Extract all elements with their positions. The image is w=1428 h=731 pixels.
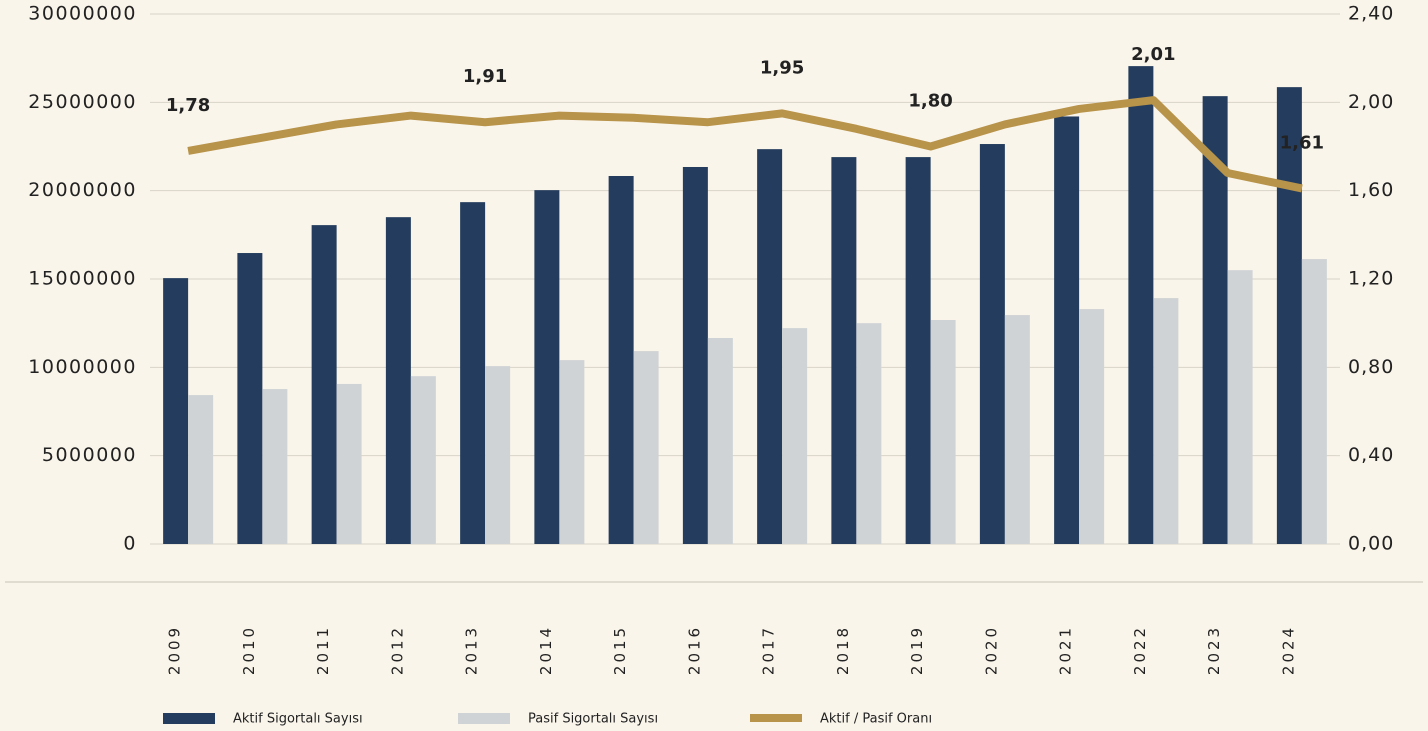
x-tick-label: 2013: [463, 625, 481, 675]
x-tick-label: 2010: [240, 625, 258, 675]
bar: [1004, 315, 1030, 544]
bar: [237, 253, 263, 544]
bar: [559, 360, 585, 544]
bar: [782, 328, 808, 544]
legend-swatch: [163, 713, 215, 724]
bar: [757, 149, 783, 544]
bar: [410, 376, 436, 544]
x-tick-label: 2017: [760, 625, 778, 675]
legend-swatch: [458, 713, 510, 724]
y-tick-label: 15000000: [28, 268, 137, 290]
x-tick-label: 2020: [982, 625, 1000, 675]
x-tick-label: 2023: [1205, 625, 1223, 675]
ratio-line: [187, 96, 1303, 193]
y-tick-label: 0: [123, 533, 137, 555]
value-label: 1,95: [760, 57, 804, 78]
value-label: 2,01: [1131, 44, 1175, 65]
y-tick-label: 10000000: [28, 356, 137, 378]
bar: [831, 157, 857, 544]
bar: [979, 144, 1005, 544]
y-tick-label: 30000000: [28, 3, 137, 25]
bar: [1301, 259, 1327, 544]
bar: [930, 319, 956, 544]
bar: [385, 217, 411, 544]
bar: [1079, 309, 1105, 544]
legend-label: Aktif / Pasif Oranı: [820, 712, 932, 727]
x-tick-label: 2018: [834, 625, 852, 675]
bar: [163, 278, 189, 544]
bar: [707, 338, 733, 544]
legend-label: Aktif Sigortalı Sayısı: [233, 712, 363, 727]
x-tick-label: 2009: [166, 625, 184, 675]
bar: [682, 166, 708, 544]
y-tick-label: 5000000: [42, 444, 137, 466]
bar: [262, 389, 288, 544]
x-tick-label: 2021: [1057, 625, 1075, 675]
bar: [856, 323, 882, 544]
value-label: 1,91: [463, 66, 507, 87]
x-tick-label: 2014: [537, 625, 555, 675]
bar: [485, 366, 511, 544]
value-label: 1,80: [908, 91, 952, 112]
y2-tick-label: 0,00: [1348, 533, 1394, 555]
bar: [1227, 270, 1253, 544]
y-tick-label: 25000000: [28, 91, 137, 113]
bar: [1128, 66, 1154, 544]
x-tick-label: 2024: [1279, 625, 1297, 675]
x-tick-label: 2022: [1131, 625, 1149, 675]
legend-swatch: [750, 714, 802, 722]
x-tick-label: 2011: [314, 625, 332, 675]
y2-tick-label: 2,00: [1348, 91, 1394, 113]
value-label: 1,78: [166, 95, 210, 116]
y2-tick-label: 0,80: [1348, 356, 1394, 378]
legend-label: Pasif Sigortalı Sayısı: [528, 712, 658, 727]
x-tick-label: 2012: [388, 625, 406, 675]
bar: [608, 176, 634, 544]
y2-tick-label: 1,60: [1348, 179, 1394, 201]
y2-tick-label: 2,40: [1348, 3, 1394, 25]
bar: [311, 225, 337, 544]
bar: [905, 157, 931, 544]
y2-tick-label: 0,40: [1348, 444, 1394, 466]
bar: [460, 202, 486, 544]
x-tick-label: 2016: [685, 625, 703, 675]
bar: [188, 395, 214, 544]
x-tick-label: 2019: [908, 625, 926, 675]
value-label: 1,61: [1280, 132, 1324, 153]
bar: [1054, 116, 1080, 544]
x-tick-label: 2015: [611, 625, 629, 675]
bar: [1153, 298, 1179, 544]
bar: [336, 383, 362, 544]
bar: [534, 190, 560, 545]
y-tick-label: 20000000: [28, 179, 137, 201]
y2-tick-label: 1,20: [1348, 268, 1394, 290]
bar: [1276, 87, 1302, 544]
bar: [633, 351, 659, 544]
